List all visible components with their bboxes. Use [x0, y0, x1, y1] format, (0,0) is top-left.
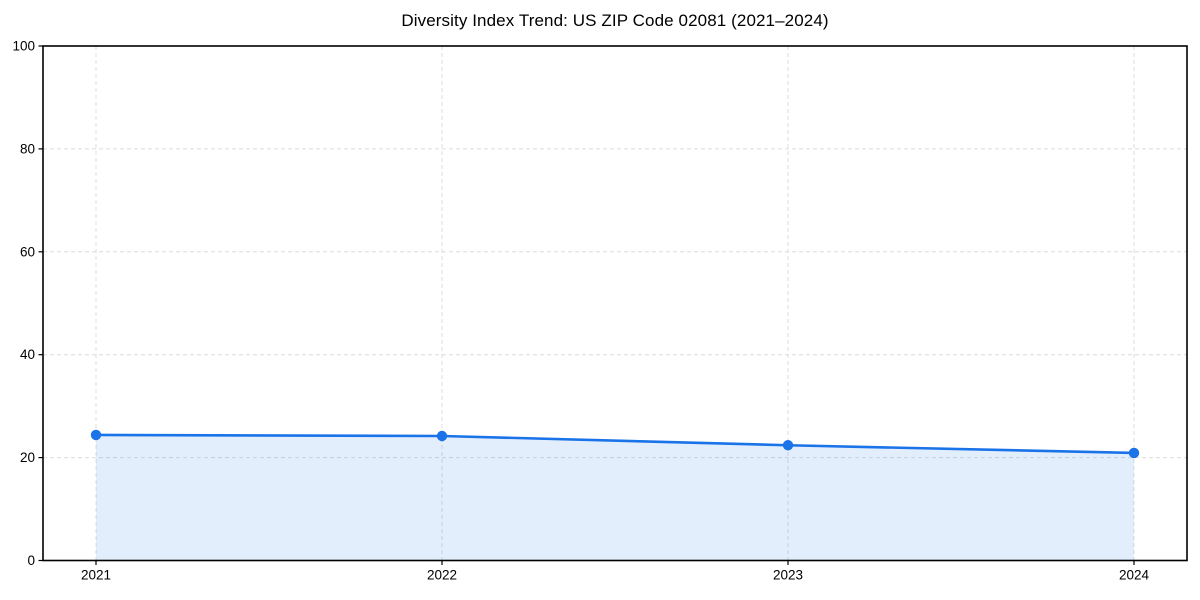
data-point-marker — [1128, 447, 1140, 459]
plot-border — [42, 45, 1188, 562]
x-tick-label: 2024 — [1119, 568, 1150, 583]
data-point-marker — [90, 429, 102, 441]
y-tick-label: 0 — [27, 553, 35, 568]
area-fill — [96, 434, 1134, 561]
y-tick-label: 80 — [20, 141, 35, 156]
data-point-marker — [782, 440, 794, 451]
y-tick-label: 100 — [12, 39, 35, 54]
x-tick-label: 2022 — [427, 568, 457, 583]
data-point-marker — [436, 430, 448, 442]
x-tick-label: 2021 — [81, 568, 111, 583]
x-tick-label: 2023 — [773, 568, 803, 583]
y-tick-label: 20 — [20, 450, 35, 465]
y-tick-label: 40 — [20, 347, 35, 362]
chart-title: Diversity Index Trend: US ZIP Code 02081… — [401, 11, 829, 30]
y-tick-label: 60 — [20, 244, 35, 259]
trend-line — [94, 433, 1136, 455]
